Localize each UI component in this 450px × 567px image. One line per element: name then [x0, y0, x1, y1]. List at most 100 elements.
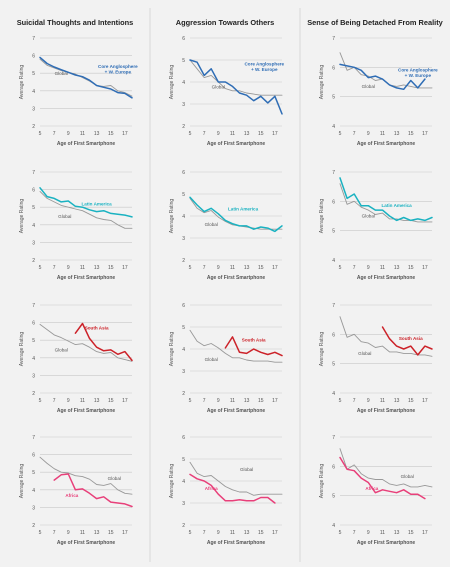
x-tick-label: 5 [339, 530, 342, 536]
y-tick-label: 3 [182, 236, 185, 242]
series-label-line: Africa [65, 493, 78, 498]
series-label: Global [401, 474, 414, 479]
column-title-detached: Sense of Being Detached From Reality [307, 18, 443, 27]
series-label-line: Latin America [382, 203, 413, 208]
series-label-line: Global [240, 467, 253, 472]
x-tick-label: 11 [380, 265, 385, 271]
y-tick-label: 5 [332, 95, 335, 101]
series-label: South Asia [399, 336, 423, 341]
y-tick-label: 3 [32, 106, 35, 112]
x-tick-label: 13 [94, 131, 100, 137]
chart-panel: 2 3 4 5 6 7 5 7 9 11 13 15 17 Age of First Smartphone… [19, 435, 133, 546]
x-tick-label: 9 [67, 530, 70, 536]
series-label-line: + W. Europe [105, 69, 132, 74]
x-axis-title: Age of First Smartphone [57, 141, 116, 147]
x-tick-label: 5 [39, 131, 42, 137]
y-tick-label: 3 [182, 369, 185, 375]
y-tick-label: 6 [332, 199, 335, 205]
y-axis-title: Average Rating [169, 464, 175, 499]
x-tick-label: 17 [272, 530, 278, 536]
x-tick-label: 13 [94, 265, 100, 271]
series-line-core-anglosphere-w-europe [189, 59, 283, 115]
x-tick-label: 5 [339, 131, 342, 137]
series-label: Core Anglosphere + W. Europe [398, 68, 438, 78]
y-tick-label: 6 [32, 54, 35, 60]
x-tick-label: 7 [203, 530, 206, 536]
x-tick-label: 7 [203, 398, 206, 404]
series-label: Latin America [228, 207, 259, 212]
x-tick-label: 11 [380, 530, 385, 536]
x-tick-label: 17 [122, 131, 128, 137]
y-tick-label: 7 [32, 435, 35, 441]
y-axis-title: Average Rating [19, 65, 25, 100]
series-label: Latin America [82, 201, 113, 206]
x-axis-title: Age of First Smartphone [57, 408, 116, 414]
x-tick-label: 15 [408, 398, 414, 404]
x-tick-label: 9 [67, 265, 70, 271]
x-tick-label: 9 [217, 131, 220, 137]
x-tick-label: 15 [108, 131, 114, 137]
chart-panel: 2 3 4 5 6 7 5 7 9 11 13 15 17 Age of First Smartphone… [19, 36, 138, 147]
y-axis-title: Average Rating [169, 332, 175, 367]
y-tick-label: 7 [332, 170, 335, 176]
x-tick-label: 11 [80, 265, 85, 271]
series-label: Global [212, 85, 225, 90]
series-line-africa [53, 473, 133, 508]
series-label-line: + W. Europe [251, 67, 278, 72]
series-label-line: Global [58, 214, 71, 219]
series-line-africa [339, 456, 426, 500]
chart-panel: 2 3 4 5 6 5 7 9 11 13 15 17 Age of First Smartphone A… [169, 303, 283, 414]
series-line-global [39, 58, 133, 97]
y-tick-label: 6 [182, 170, 185, 176]
chart-panel: 2 3 4 5 6 7 5 7 9 11 13 15 17 Age of First Smartphone… [19, 303, 133, 414]
x-tick-label: 13 [94, 530, 100, 536]
y-tick-label: 5 [32, 71, 35, 77]
series-label-line: Latin America [82, 201, 113, 206]
series-label-line: Global [108, 476, 121, 481]
series-line-global [339, 448, 433, 488]
chart-panel: 2 3 4 5 6 7 5 7 9 11 13 15 17 Age of First Smartphone… [19, 170, 133, 281]
y-tick-label: 4 [32, 488, 35, 494]
series-line-south-asia [381, 326, 433, 356]
x-axis-title: Age of First Smartphone [207, 408, 266, 414]
y-axis-title: Average Rating [319, 332, 325, 367]
series-line-global [189, 329, 283, 363]
x-axis-title: Age of First Smartphone [207, 275, 266, 281]
x-tick-label: 9 [217, 530, 220, 536]
series-label: South Asia [85, 326, 109, 331]
y-tick-label: 6 [332, 65, 335, 71]
x-tick-label: 5 [339, 398, 342, 404]
x-axis-title: Age of First Smartphone [57, 275, 116, 281]
y-tick-label: 7 [332, 303, 335, 309]
y-tick-label: 4 [182, 80, 185, 86]
x-tick-label: 5 [189, 530, 192, 536]
y-tick-label: 6 [32, 188, 35, 194]
y-tick-label: 3 [182, 501, 185, 507]
y-axis-title: Average Rating [319, 65, 325, 100]
series-label: Global [240, 467, 253, 472]
x-axis-title: Age of First Smartphone [357, 408, 416, 414]
series-label: Core Anglosphere + W. Europe [244, 62, 284, 72]
y-tick-label: 4 [32, 223, 35, 229]
y-tick-label: 5 [332, 362, 335, 368]
x-tick-label: 15 [258, 265, 264, 271]
y-tick-label: 7 [332, 435, 335, 441]
series-label-line: Global [362, 84, 375, 89]
series-line-latin-america [339, 177, 433, 222]
series-label-line: Global [362, 213, 375, 218]
x-tick-label: 15 [258, 398, 264, 404]
x-tick-label: 9 [217, 398, 220, 404]
y-tick-label: 4 [182, 347, 185, 353]
x-tick-label: 13 [244, 530, 250, 536]
y-tick-label: 6 [332, 332, 335, 338]
y-axis-title: Average Rating [19, 199, 25, 234]
y-tick-label: 7 [332, 36, 335, 42]
x-tick-label: 13 [244, 131, 250, 137]
x-axis-title: Age of First Smartphone [207, 141, 266, 147]
series-label: South Asia [242, 337, 266, 342]
column-dividers [149, 8, 301, 562]
